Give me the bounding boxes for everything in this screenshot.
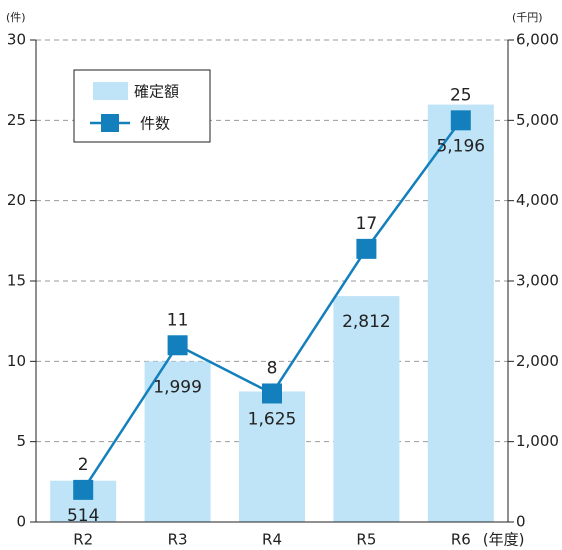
- line-marker: [167, 335, 188, 356]
- line-value-label: 11: [167, 310, 189, 330]
- legend-label: 件数: [140, 115, 170, 133]
- y2-tick-label: 1,000: [516, 432, 559, 450]
- bar-value-label: 5,196: [436, 136, 485, 156]
- line-value-label: 2: [78, 455, 89, 475]
- y-tick-label: 15: [7, 272, 26, 290]
- y2-tick-label: 3,000: [516, 272, 559, 290]
- y-tick-label: 0: [16, 513, 26, 531]
- line-value-label: 17: [356, 214, 378, 234]
- bar-value-label: 2,812: [342, 312, 391, 332]
- y-tick-label: 10: [7, 352, 26, 370]
- bar: [144, 361, 211, 522]
- legend-swatch: [93, 82, 128, 100]
- bar: [239, 391, 305, 522]
- x-tick-label: R2: [73, 531, 93, 549]
- y2-tick-label: 4,000: [516, 191, 559, 209]
- bar: [427, 104, 494, 522]
- line-marker: [450, 110, 471, 131]
- y-tick-label: 25: [7, 111, 26, 129]
- y-tick-label: 5: [16, 432, 26, 450]
- legend-swatch: [101, 114, 119, 132]
- x-tick-label: R6: [451, 531, 471, 549]
- legend-label: 確定額: [134, 83, 179, 101]
- y2-tick-label: 0: [516, 513, 526, 531]
- line-value-label: 8: [267, 358, 278, 378]
- x-tick-label: R5: [356, 531, 376, 549]
- line-value-label: 25: [450, 85, 472, 105]
- bar: [333, 296, 400, 522]
- y-tick-label: 20: [7, 191, 26, 209]
- bar-value-label: 514: [67, 506, 99, 526]
- x-tick-label: R3: [168, 531, 188, 549]
- y2-tick-label: 2,000: [516, 352, 559, 370]
- line-marker: [262, 383, 282, 404]
- x-tick-label: R4: [262, 531, 282, 549]
- line-marker: [356, 238, 377, 259]
- line-marker: [73, 479, 94, 500]
- y2-tick-label: 5,000: [516, 111, 559, 129]
- y-unit: (件): [6, 11, 26, 24]
- y2-tick-label: 6,000: [516, 31, 559, 49]
- y-tick-label: 30: [7, 31, 26, 49]
- y2-unit: (千円): [512, 11, 543, 24]
- bar-value-label: 1,999: [153, 377, 202, 397]
- x-unit: (年度): [483, 531, 525, 549]
- bar-value-label: 1,625: [248, 409, 297, 429]
